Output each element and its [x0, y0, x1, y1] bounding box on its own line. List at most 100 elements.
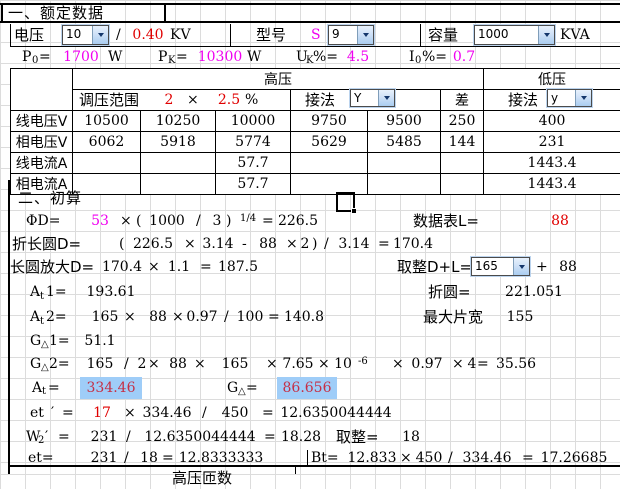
- text-token: 334.46: [460, 449, 514, 468]
- text-token: 型号: [256, 24, 286, 46]
- row-label: 线电压V: [11, 111, 73, 132]
- text-token: A: [30, 305, 40, 329]
- text-token: 165: [88, 305, 122, 329]
- regulation-step-value[interactable]: 2.5: [215, 90, 243, 110]
- text-token[interactable]: 86.656: [277, 377, 337, 399]
- superscript-token: -6: [358, 356, 368, 367]
- text-token: 折长圆D=: [12, 233, 81, 255]
- text-token[interactable]: 1700: [58, 47, 104, 68]
- text-token: 18: [394, 426, 428, 448]
- text-token: ×: [194, 353, 206, 375]
- text-token: 231: [86, 449, 122, 468]
- text-token[interactable]: 88: [542, 210, 578, 232]
- text-token[interactable]: 0.40: [128, 24, 168, 46]
- dropdown-arrow-icon[interactable]: [538, 26, 554, 44]
- text-token: 88: [254, 233, 282, 255]
- text-token: 1=: [49, 330, 70, 352]
- model-number-combobox[interactable]: 9: [328, 25, 374, 45]
- text-token: ×: [452, 353, 464, 375]
- text-token: ΦD=: [26, 210, 60, 232]
- table-row: 线电压V 10500 10250 10000 9750 9500 250 400: [11, 111, 620, 132]
- cell: 10000: [216, 111, 291, 132]
- lv-connection-combobox[interactable]: y: [547, 89, 592, 107]
- text-token: 18: [136, 449, 162, 468]
- subscript-token: △: [41, 362, 49, 373]
- g-delta2-row: G△2=165/2×88×165×7.65×10-6×0.97×4=35.56: [0, 353, 620, 375]
- text-token: 二、初算: [18, 188, 82, 208]
- text-token[interactable]: 17: [86, 402, 118, 424]
- cell: 57.7: [216, 153, 291, 174]
- text-token: et: [30, 402, 44, 424]
- text-token: et=: [28, 449, 54, 468]
- dropdown-arrow-icon[interactable]: [92, 26, 108, 44]
- text-token: 2: [299, 233, 311, 255]
- regulation-steps-value[interactable]: 2: [157, 90, 181, 110]
- table-row: 线电流A 57.7 1443.4: [11, 153, 620, 174]
- text-token: 226.5: [130, 233, 176, 255]
- text-token: G: [30, 353, 41, 375]
- dropdown-arrow-icon[interactable]: [513, 258, 529, 275]
- text-token: /: [116, 24, 121, 46]
- text-token: W: [108, 47, 122, 68]
- text-token[interactable]: 10300: [194, 47, 246, 68]
- cell: 144: [441, 132, 484, 153]
- cell: 1443.4: [484, 153, 620, 174]
- text-token: ×: [148, 353, 160, 375]
- text-token: /: [224, 305, 229, 329]
- fill-handle[interactable]: [351, 208, 356, 213]
- text-token: 一、额定数据: [8, 4, 104, 22]
- text-token: =: [378, 233, 390, 255]
- text-token: ): [226, 210, 231, 232]
- hv-voltage-combobox[interactable]: 10: [62, 25, 109, 45]
- text-token: ×: [400, 449, 412, 468]
- text-token: =: [62, 402, 74, 424]
- text-token: (: [136, 210, 141, 232]
- text-token: P: [22, 47, 31, 68]
- subscript-token: t: [40, 316, 44, 327]
- rounded-d-plus-l-combobox[interactable]: 165: [471, 257, 530, 276]
- text-token: 最大片宽: [423, 305, 483, 329]
- text-token[interactable]: 4.5: [340, 47, 376, 68]
- cell: 5918: [141, 132, 216, 153]
- cell: 5485: [368, 132, 441, 153]
- text-token: 334.46: [140, 402, 194, 424]
- dropdown-arrow-icon[interactable]: [357, 26, 373, 44]
- subscript-token: t: [42, 386, 46, 397]
- dropdown-arrow-icon[interactable]: [378, 90, 394, 106]
- row-label: 相电压V: [11, 132, 73, 153]
- text-token: =: [176, 47, 188, 68]
- text-token: Bt=: [311, 449, 339, 468]
- text-token[interactable]: 0.7: [446, 47, 482, 68]
- text-token: 165: [216, 353, 254, 375]
- text-token: /: [196, 210, 201, 232]
- cell: 400: [484, 111, 620, 132]
- text-token: KV: [170, 24, 191, 46]
- text-token: ′: [51, 402, 54, 424]
- text-token[interactable]: 53: [85, 210, 115, 232]
- selected-cell-cursor[interactable]: [336, 192, 355, 212]
- percent-sign: %: [245, 90, 258, 110]
- text-token: 长圆放大D=: [10, 256, 94, 278]
- capacity-combobox[interactable]: 1000: [474, 25, 555, 45]
- fold-long-circle-d-row: 折长圆D=(226.5×3.14-88×2)/3.14=170.4: [0, 233, 620, 255]
- text-token: 100: [234, 305, 266, 329]
- text-token: ×: [124, 305, 136, 329]
- text-token[interactable]: S: [311, 24, 321, 46]
- text-token: %=: [422, 47, 447, 68]
- lv-header: 低压: [484, 69, 620, 90]
- text-token: 2: [136, 353, 148, 375]
- text-token: =: [264, 426, 276, 448]
- cell: 9500: [368, 111, 441, 132]
- text-token: =: [200, 256, 212, 278]
- dropdown-arrow-icon[interactable]: [575, 90, 591, 106]
- text-token: =: [162, 449, 174, 468]
- hv-connection-combobox[interactable]: Y: [350, 89, 395, 107]
- text-token: 3.14: [336, 233, 372, 255]
- cell: [291, 153, 368, 174]
- text-token: A: [32, 377, 42, 399]
- text-token[interactable]: 334.46: [80, 377, 142, 399]
